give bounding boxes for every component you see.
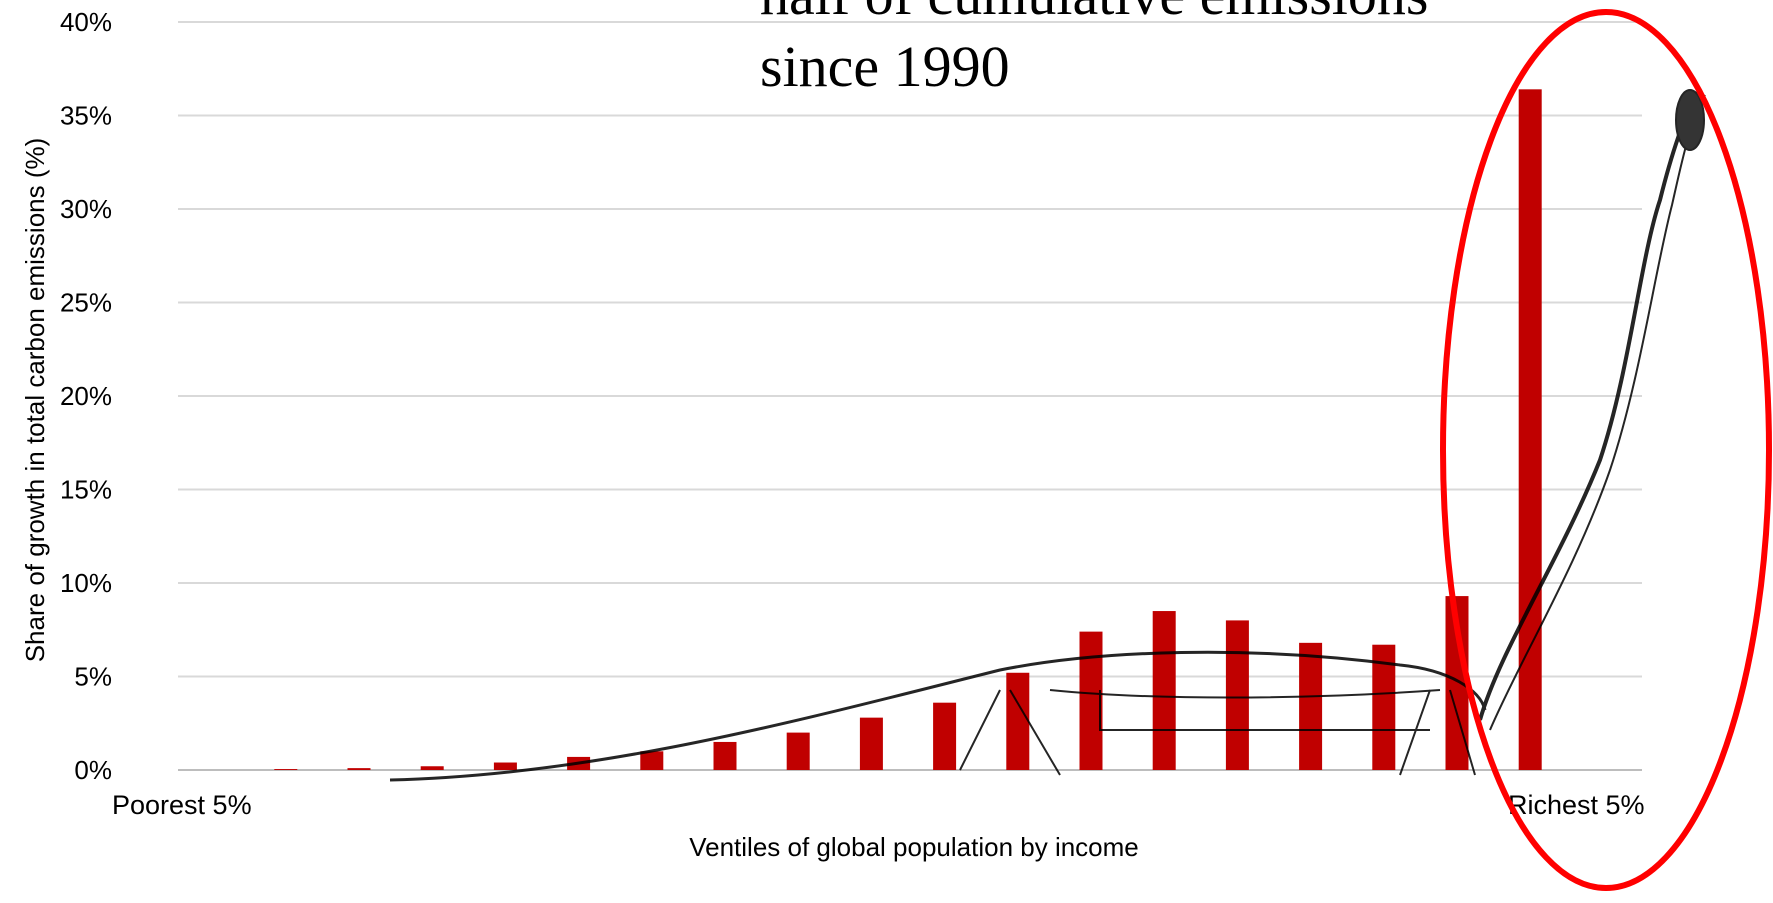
x-axis-title: Ventiles of global population by income [689,832,1139,862]
bar [1225,620,1249,770]
bar [1299,642,1323,770]
x-category-labels: Poorest 5% Richest 5% [112,790,1645,820]
bar [1372,644,1396,770]
bar [1079,631,1103,770]
bar [274,769,298,770]
bar [1445,596,1469,770]
overlay-title-line-2: since 1990 [760,34,1010,99]
bar [859,717,883,770]
bar [1152,611,1176,770]
bar [1518,89,1542,770]
gridlines [178,21,1642,771]
dinosaur-skeleton-illustration [389,88,1706,782]
y-tick-label: 5% [74,662,112,692]
x-label-richest: Richest 5% [1508,790,1645,820]
y-tick-labels: 0% 5% 10% 15% 20% 25% 30% 35% 40% [60,7,112,785]
y-tick-label: 15% [60,475,112,505]
bar [420,766,444,770]
bar [493,762,517,770]
overlay-title-line-1: half of cumulative emissions [760,0,1428,27]
x-label-poorest: Poorest 5% [112,790,252,820]
bar [347,768,371,770]
y-tick-label: 40% [60,7,112,37]
bar [933,702,957,770]
y-tick-label: 30% [60,194,112,224]
y-tick-label: 0% [74,755,112,785]
y-tick-label: 25% [60,288,112,318]
bar [713,741,737,770]
richest-highlight-ellipse [1440,9,1772,891]
bar [1006,672,1030,770]
y-tick-label: 10% [60,568,112,598]
y-tick-label: 35% [60,101,112,131]
bars [274,89,1542,770]
y-tick-label: 20% [60,381,112,411]
y-axis-title: Share of growth in total carbon emission… [20,138,50,663]
bar [786,732,810,770]
bar [640,751,664,770]
